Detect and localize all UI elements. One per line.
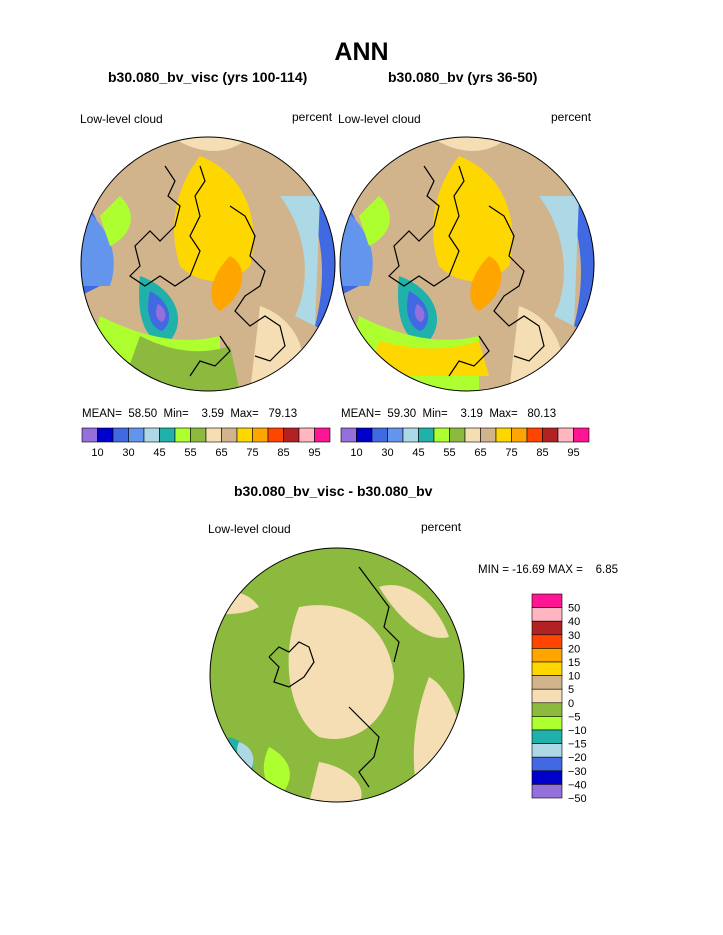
diff-colorbar-label: −50 xyxy=(568,793,587,805)
diff-colorbar-swatch xyxy=(531,770,563,785)
colorbar-tick-label: 10 xyxy=(350,447,362,459)
panel-2-colorbar: 10 30 45 55 65 75 85 95 xyxy=(340,427,590,459)
colorbar-tick-label: 85 xyxy=(536,447,548,459)
colorbar-swatch xyxy=(112,427,129,443)
panel-1-map xyxy=(80,136,336,392)
diff-minmax: MIN = -16.69 MAX = 6.85 xyxy=(478,564,618,576)
colorbar-swatch xyxy=(283,427,300,443)
diff-colorbar-label: 50 xyxy=(568,603,580,615)
colorbar-tick-label: 45 xyxy=(412,447,424,459)
panel-2-units: percent xyxy=(551,110,592,124)
diff-colorbar-swatch xyxy=(531,620,563,636)
diff-colorbar-swatch xyxy=(531,634,563,649)
colorbar-swatch xyxy=(511,427,528,443)
colorbar-swatch xyxy=(387,427,404,443)
colorbar-swatch xyxy=(143,427,160,443)
diff-title: b30.080_bv_visc - b30.080_bv xyxy=(234,483,433,499)
colorbar-swatch xyxy=(128,427,145,443)
colorbar-swatch xyxy=(159,427,176,443)
diff-colorbar-label: 5 xyxy=(568,684,574,696)
colorbar-swatch xyxy=(190,427,207,443)
colorbar-swatch xyxy=(526,427,543,443)
colorbar-swatch xyxy=(402,427,419,443)
diff-colorbar-swatch xyxy=(531,756,563,772)
colorbar-tick-label: 30 xyxy=(122,447,134,459)
colorbar-swatch xyxy=(174,427,191,443)
colorbar-swatch xyxy=(573,427,590,443)
diff-colorbar-label: −30 xyxy=(568,766,587,778)
panel-1-colorbar: 10 30 45 55 65 75 85 95 xyxy=(81,427,331,459)
colorbar-tick-label: 65 xyxy=(474,447,486,459)
diff-colorbar-label: −20 xyxy=(568,752,587,764)
colorbar-tick-label: 75 xyxy=(246,447,258,459)
colorbar-swatch xyxy=(252,427,269,443)
diff-colorbar-swatch xyxy=(531,593,563,608)
diff-colorbar-swatch xyxy=(531,648,563,663)
colorbar-swatch xyxy=(314,427,331,443)
diff-colorbar-swatch xyxy=(531,784,563,799)
colorbar-swatch xyxy=(298,427,315,443)
colorbar-swatch xyxy=(81,427,98,443)
diff-map xyxy=(209,547,465,803)
colorbar-tick-label: 30 xyxy=(381,447,393,459)
diff-colorbar-swatch xyxy=(531,743,563,758)
diff-colorbar-label: 0 xyxy=(568,698,574,710)
colorbar-tick-label: 75 xyxy=(505,447,517,459)
colorbar-swatch xyxy=(340,427,357,443)
diff-colorbar-label: 15 xyxy=(568,657,580,669)
panel-1-title: b30.080_bv_visc (yrs 100-114) xyxy=(108,69,308,85)
diff-colorbar-swatch xyxy=(531,607,563,622)
diff-colorbar-label: 20 xyxy=(568,643,580,655)
panel-1-stats: MEAN= 58.50 Min= 3.59 Max= 79.13 xyxy=(82,408,298,420)
colorbar-swatch xyxy=(557,427,574,443)
diff-colorbar-swatch xyxy=(531,729,563,744)
diff-colorbar-swatch xyxy=(531,675,563,690)
colorbar-swatch xyxy=(205,427,222,443)
diff-units: percent xyxy=(421,520,462,534)
diff-colorbar-swatch xyxy=(531,716,563,731)
colorbar-swatch xyxy=(418,427,435,443)
colorbar-swatch xyxy=(236,427,253,443)
panel-1-units: percent xyxy=(292,110,333,124)
panel-1-variable: Low-level cloud xyxy=(80,112,163,126)
diff-colorbar-label: −10 xyxy=(568,725,587,737)
panel-2-stats: MEAN= 59.30 Min= 3.19 Max= 80.13 xyxy=(341,408,557,420)
colorbar-tick-label: 85 xyxy=(277,447,289,459)
colorbar-swatch xyxy=(480,427,497,443)
panel-2-title: b30.080_bv (yrs 36-50) xyxy=(388,69,538,85)
diff-colorbar-label: 10 xyxy=(568,671,580,683)
diff-colorbar-label: −5 xyxy=(568,711,581,723)
diff-colorbar-swatch xyxy=(531,688,563,704)
diff-variable: Low-level cloud xyxy=(208,522,291,536)
panel-2-variable: Low-level cloud xyxy=(338,112,421,126)
colorbar-tick-label: 45 xyxy=(153,447,165,459)
colorbar-swatch xyxy=(221,427,238,443)
diff-colorbar-label: 30 xyxy=(568,630,580,642)
colorbar-swatch xyxy=(542,427,559,443)
colorbar-swatch xyxy=(449,427,466,443)
colorbar-swatch xyxy=(267,427,284,443)
colorbar-tick-label: 65 xyxy=(215,447,227,459)
colorbar-tick-label: 55 xyxy=(443,447,455,459)
colorbar-swatch xyxy=(433,427,450,443)
colorbar-swatch xyxy=(356,427,373,443)
diff-colorbar-swatch xyxy=(531,661,563,676)
colorbar-swatch xyxy=(97,427,114,443)
colorbar-swatch xyxy=(464,427,481,443)
panel-2-map xyxy=(339,136,595,392)
diff-colorbar-label: −15 xyxy=(568,739,587,751)
diff-colorbar-label: 40 xyxy=(568,616,580,628)
colorbar-swatch xyxy=(495,427,512,443)
diff-colorbar-label: −40 xyxy=(568,779,587,791)
diff-colorbar-swatch xyxy=(531,702,563,717)
colorbar-swatch xyxy=(371,427,388,443)
colorbar-tick-label: 95 xyxy=(567,447,579,459)
page-title: ANN xyxy=(334,38,389,66)
colorbar-tick-label: 55 xyxy=(184,447,196,459)
colorbar-tick-label: 95 xyxy=(308,447,320,459)
colorbar-tick-label: 10 xyxy=(91,447,103,459)
